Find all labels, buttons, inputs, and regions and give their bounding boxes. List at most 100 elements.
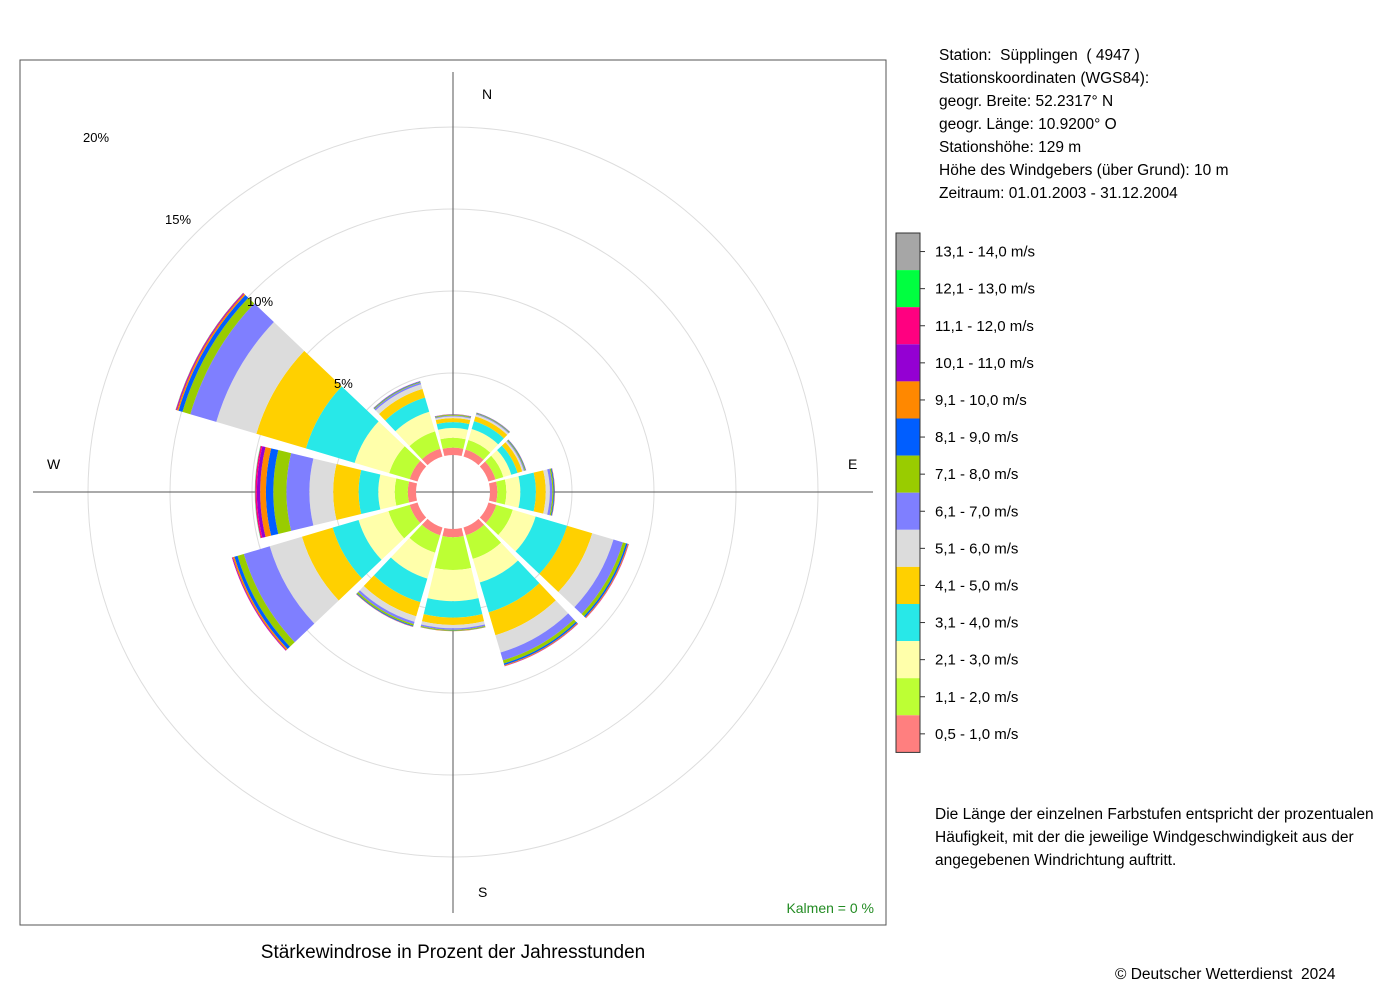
sector-90-band-8 [550,468,555,516]
sector-330 [373,381,443,466]
sector-270-band-12 [254,445,261,539]
explanation-note: Die Länge der einzelnen Farbstufen entsp… [935,806,1374,869]
legend-label-12: 12,1 - 13,0 m/s [935,281,1035,298]
sector-240-band-2 [358,511,405,560]
sector-330-band-4 [378,388,426,421]
sector-180 [420,527,486,632]
legend-swatch-9 [896,381,920,419]
legend-swatch-4 [896,566,920,604]
sector-90-band-2 [504,476,521,508]
legend-label-7: 7,1 - 8,0 m/s [935,466,1018,483]
coords-label: Stationskoordinaten (WGS84): [939,70,1150,87]
sector-30-band-1 [465,440,491,460]
sector-60-band-0 [479,461,496,482]
legend-swatch-3 [896,604,920,642]
sector-330-band-6 [374,382,422,411]
sector-270-band-5 [309,458,337,526]
legend-label-6: 6,1 - 7,0 m/s [935,503,1018,520]
legend-swatch-1 [896,678,920,716]
compass-label-south: S [478,884,487,900]
copyright: © Deutscher Wetterdienst 2024 [1115,966,1336,983]
longitude: geogr. Länge: 10.9200° O [939,116,1117,133]
radial-tick-label-10: 10% [247,294,273,309]
compass-label-east: E [848,456,857,472]
sector-240-band-5 [269,536,339,624]
sector-180-band-7 [420,626,486,631]
sector-330-band-3 [385,397,430,432]
sector-0-band-6 [435,415,471,419]
sector-300-band-3 [305,386,379,463]
sector-240-band-7 [237,553,295,647]
sector-0-band-4 [435,418,471,425]
sector-60-band-2 [491,450,512,478]
sector-210-band-7 [356,592,414,626]
sector-30-band-2 [468,429,499,453]
calm-label: Kalmen = 0 % [786,900,874,916]
sector-180-band-8 [420,626,486,632]
legend-swatch-10 [896,344,920,382]
sector-180-band-0 [442,527,464,538]
sector-150-band-5 [495,600,569,653]
sector-300-band-8 [178,294,249,412]
sector-270-band-2 [378,474,397,510]
legend-swatch-12 [896,270,920,308]
sector-60 [479,439,527,482]
sector-0-band-8 [434,414,472,417]
sector-120-band-0 [479,502,497,524]
chart-labels: N E S W 5% 10% 15% 20% Kalmen = 0 % [47,86,874,916]
sector-180-band-4 [421,614,485,625]
sector-0-band-7 [434,414,472,418]
legend-swatch-2 [896,641,920,679]
sector-180-band-2 [427,567,479,602]
compass-label-west: W [47,456,61,472]
sector-270-band-8 [265,448,279,536]
sector-90-band-6 [547,468,553,516]
sector-150 [463,518,579,667]
sector-240-band-6 [243,546,315,643]
sector-300-band-5 [216,322,305,434]
sector-210-band-2 [390,537,436,579]
sector-210-band-4 [363,575,421,617]
sector-240-band-0 [409,502,427,524]
legend-label-2: 2,1 - 3,0 m/s [935,652,1018,669]
latitude: geogr. Breite: 52.2317° N [939,93,1114,110]
radial-tick-label-20: 20% [83,130,109,145]
sector-60-band-1 [485,455,504,480]
sector-270-band-0 [407,481,418,503]
legend: 13,1 - 14,0 m/s 12,1 - 13,0 m/s 11,1 - 12,… [895,232,1035,753]
sector-270-band-3 [358,469,381,515]
compass-label-north: N [482,86,492,102]
radial-tick-label-5: 5% [334,376,353,391]
legend-label-10: 10,1 - 11,0 m/s [935,355,1034,372]
sector-0-band-3 [436,422,470,430]
sector-150-band-4 [488,583,556,636]
legend-label-3: 3,1 - 4,0 m/s [935,615,1018,632]
sector-270-band-11 [255,445,263,539]
sector-0-band-9 [434,414,472,417]
sector-300-band-7 [182,297,255,415]
legend-label-13: 13,1 - 14,0 m/s [935,244,1035,261]
sector-210-band-3 [373,557,428,603]
sector-120-band-7 [581,542,627,617]
legend-swatch-11 [896,307,920,345]
sector-90-band-10 [551,468,555,516]
sector-120-band-4 [539,525,593,592]
legend-label-5: 5,1 - 6,0 m/s [935,540,1018,557]
sector-270-band-1 [394,478,410,506]
sector-120-band-3 [515,516,568,574]
wind-rose-sectors [175,292,629,667]
sector-270-band-9 [260,446,272,538]
sector-30-band-4 [473,416,508,439]
sector-90-band-1 [496,479,507,505]
sector-270-band-13 [254,445,261,539]
sector-270-band-4 [333,464,362,520]
sector-300-band-2 [354,421,405,474]
period: Zeitraum: 01.01.2003 - 31.12.2004 [939,185,1178,202]
sector-330-band-2 [395,411,436,447]
sector-150-band-7 [502,619,577,664]
sector-210-band-6 [358,590,415,625]
sector-210 [356,518,443,628]
sector-330-band-1 [409,431,441,460]
sector-0-band-0 [442,447,464,457]
sector-240-band-3 [332,519,382,579]
